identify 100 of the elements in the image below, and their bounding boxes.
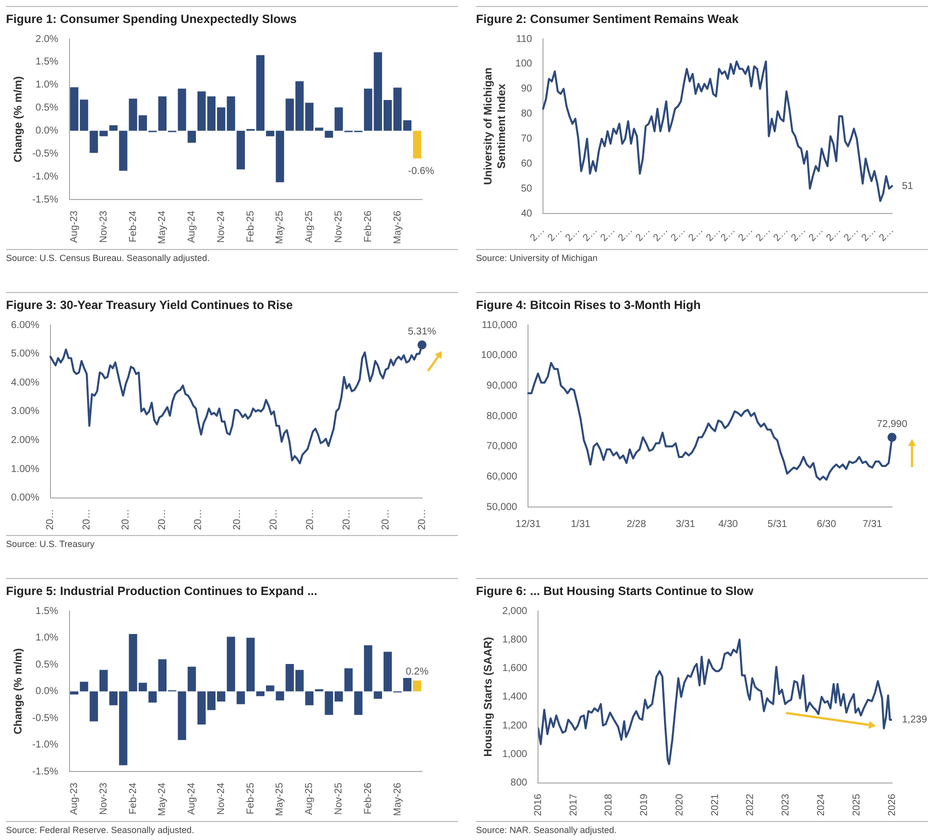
data-label: 0.2%: [406, 666, 429, 678]
x-tick-label: Feb-24: [128, 210, 139, 242]
y-tick-label: 2.00%: [10, 435, 40, 446]
x-tick-label: 2022: [745, 793, 756, 816]
y-tick-label: 0.0%: [36, 126, 58, 137]
data-label: 1,239: [902, 714, 928, 726]
bar: [99, 670, 108, 692]
x-tick-label: Nov-23: [98, 782, 110, 815]
x-tick-label: Nov-23: [98, 210, 110, 243]
y-tick-label: 2,000: [502, 606, 528, 617]
bar: [266, 685, 274, 692]
chart-title: Figure 3: 30-Year Treasury Yield Continues to Rise: [6, 292, 458, 315]
x-tick-label: 6/30: [816, 518, 837, 530]
bar: [403, 678, 412, 692]
bar: [148, 691, 157, 703]
y-tick-label: 1.5%: [36, 56, 58, 68]
y-tick-label: 0.00%: [10, 492, 40, 504]
x-tick-label: Nov-25: [333, 210, 344, 243]
x-tick-label: 2…: [598, 225, 618, 244]
y-tick-label: 70,000: [486, 441, 518, 452]
bar: [324, 130, 334, 138]
bar: [305, 691, 314, 706]
y-axis-title: Change (% m/m): [12, 648, 25, 734]
x-tick-label: 2…: [842, 225, 861, 244]
x-tick-label: 20…: [232, 508, 244, 530]
x-tick-label: 20…: [156, 508, 168, 530]
bar: [412, 130, 422, 158]
x-tick-label: 1/31: [570, 518, 591, 530]
y-tick-label: 1.00%: [10, 464, 40, 475]
x-tick-label: 2025: [851, 793, 862, 816]
y-tick-label: 3.00%: [10, 406, 40, 418]
x-tick-label: 2026: [886, 793, 898, 816]
x-tick-label: Nov-24: [216, 210, 227, 243]
y-tick-label: 90,000: [486, 380, 518, 392]
x-tick-label: Aug-25: [304, 782, 316, 815]
y-axis-title: Housing Starts (SAAR): [482, 636, 495, 757]
x-tick-label: 2…: [806, 225, 826, 244]
y-tick-label: 2.0%: [36, 34, 58, 45]
source-note: Source: Federal Reserve. Seasonally adjusted.: [6, 821, 458, 835]
y-tick-label: -1.0%: [32, 171, 58, 182]
x-tick-label: May-25: [274, 210, 286, 244]
y-tick-label: 1.0%: [36, 80, 58, 91]
bar: [334, 107, 343, 131]
x-tick-label: 7/31: [862, 518, 882, 530]
x-tick-label: 2…: [686, 225, 706, 244]
x-tick-label: Aug-25: [304, 210, 316, 243]
x-tick-label: May-24: [157, 782, 168, 816]
y-tick-label: 90: [520, 84, 533, 95]
y-tick-label: -1.5%: [32, 194, 58, 206]
chart-title: Figure 1: Consumer Spending Unexpectedly Slows: [6, 6, 458, 29]
x-tick-label: 2…: [772, 225, 791, 244]
bar: [188, 666, 196, 692]
y-tick-label: 110,000: [482, 320, 518, 331]
x-tick-label: 20…: [416, 508, 428, 530]
bar: [236, 691, 245, 704]
chart-title: Figure 5: Industrial Production Continues to Expand ...: [6, 578, 458, 601]
bar: [384, 652, 392, 692]
x-tick-label: 3/31: [676, 518, 696, 530]
bar: [276, 691, 284, 700]
bar: [119, 130, 128, 171]
source-note: Source: University of Michigan: [476, 249, 928, 263]
x-tick-label: 2…: [789, 225, 808, 244]
x-tick-label: 2018: [604, 793, 615, 816]
bar: [412, 680, 422, 692]
bar: [80, 682, 88, 692]
y-tick-label: 800: [510, 778, 528, 789]
y-tick-label: 50,000: [486, 502, 518, 513]
x-tick-label: 2…: [616, 225, 636, 244]
bar: [256, 691, 265, 696]
x-tick-label: May-25: [274, 782, 286, 816]
bar: [364, 645, 372, 692]
bar: [374, 691, 382, 699]
y-tick-label: 1,800: [502, 634, 528, 646]
x-tick-label: 2019: [639, 793, 650, 816]
x-tick-label: 20…: [45, 508, 56, 530]
x-tick-label: 2…: [652, 225, 670, 244]
y-tick-label: 1,400: [502, 692, 528, 703]
y-tick-label: 6.00%: [10, 320, 40, 331]
x-tick-label: 2…: [718, 225, 738, 244]
x-tick-label: Aug-23: [68, 210, 80, 243]
x-tick-label: 2…: [564, 225, 582, 244]
x-tick-label: 2…: [824, 225, 844, 244]
x-tick-label: Feb-25: [245, 210, 256, 242]
x-tick-label: 5/31: [768, 518, 788, 530]
y-tick-label: 5.00%: [10, 348, 40, 360]
y-tick-label: -1.0%: [32, 740, 58, 751]
bar: [246, 638, 255, 692]
chart-title: Figure 2: Consumer Sentiment Remains Weak: [476, 6, 928, 29]
x-tick-label: 20…: [81, 508, 92, 530]
y-tick-label: 80,000: [486, 410, 518, 422]
y-tick-label: 50: [520, 183, 533, 194]
y-tick-label: 1,000: [502, 748, 528, 760]
y-tick-label: 1,600: [502, 663, 528, 674]
x-tick-label: 4/30: [718, 518, 738, 530]
y-tick-label: 60: [520, 158, 533, 170]
y-tick-label: 0.5%: [36, 659, 58, 670]
y-tick-label: 60,000: [486, 471, 518, 482]
x-tick-label: May-26: [392, 210, 404, 244]
bar: [90, 691, 98, 722]
x-tick-label: 12/31: [516, 518, 542, 530]
